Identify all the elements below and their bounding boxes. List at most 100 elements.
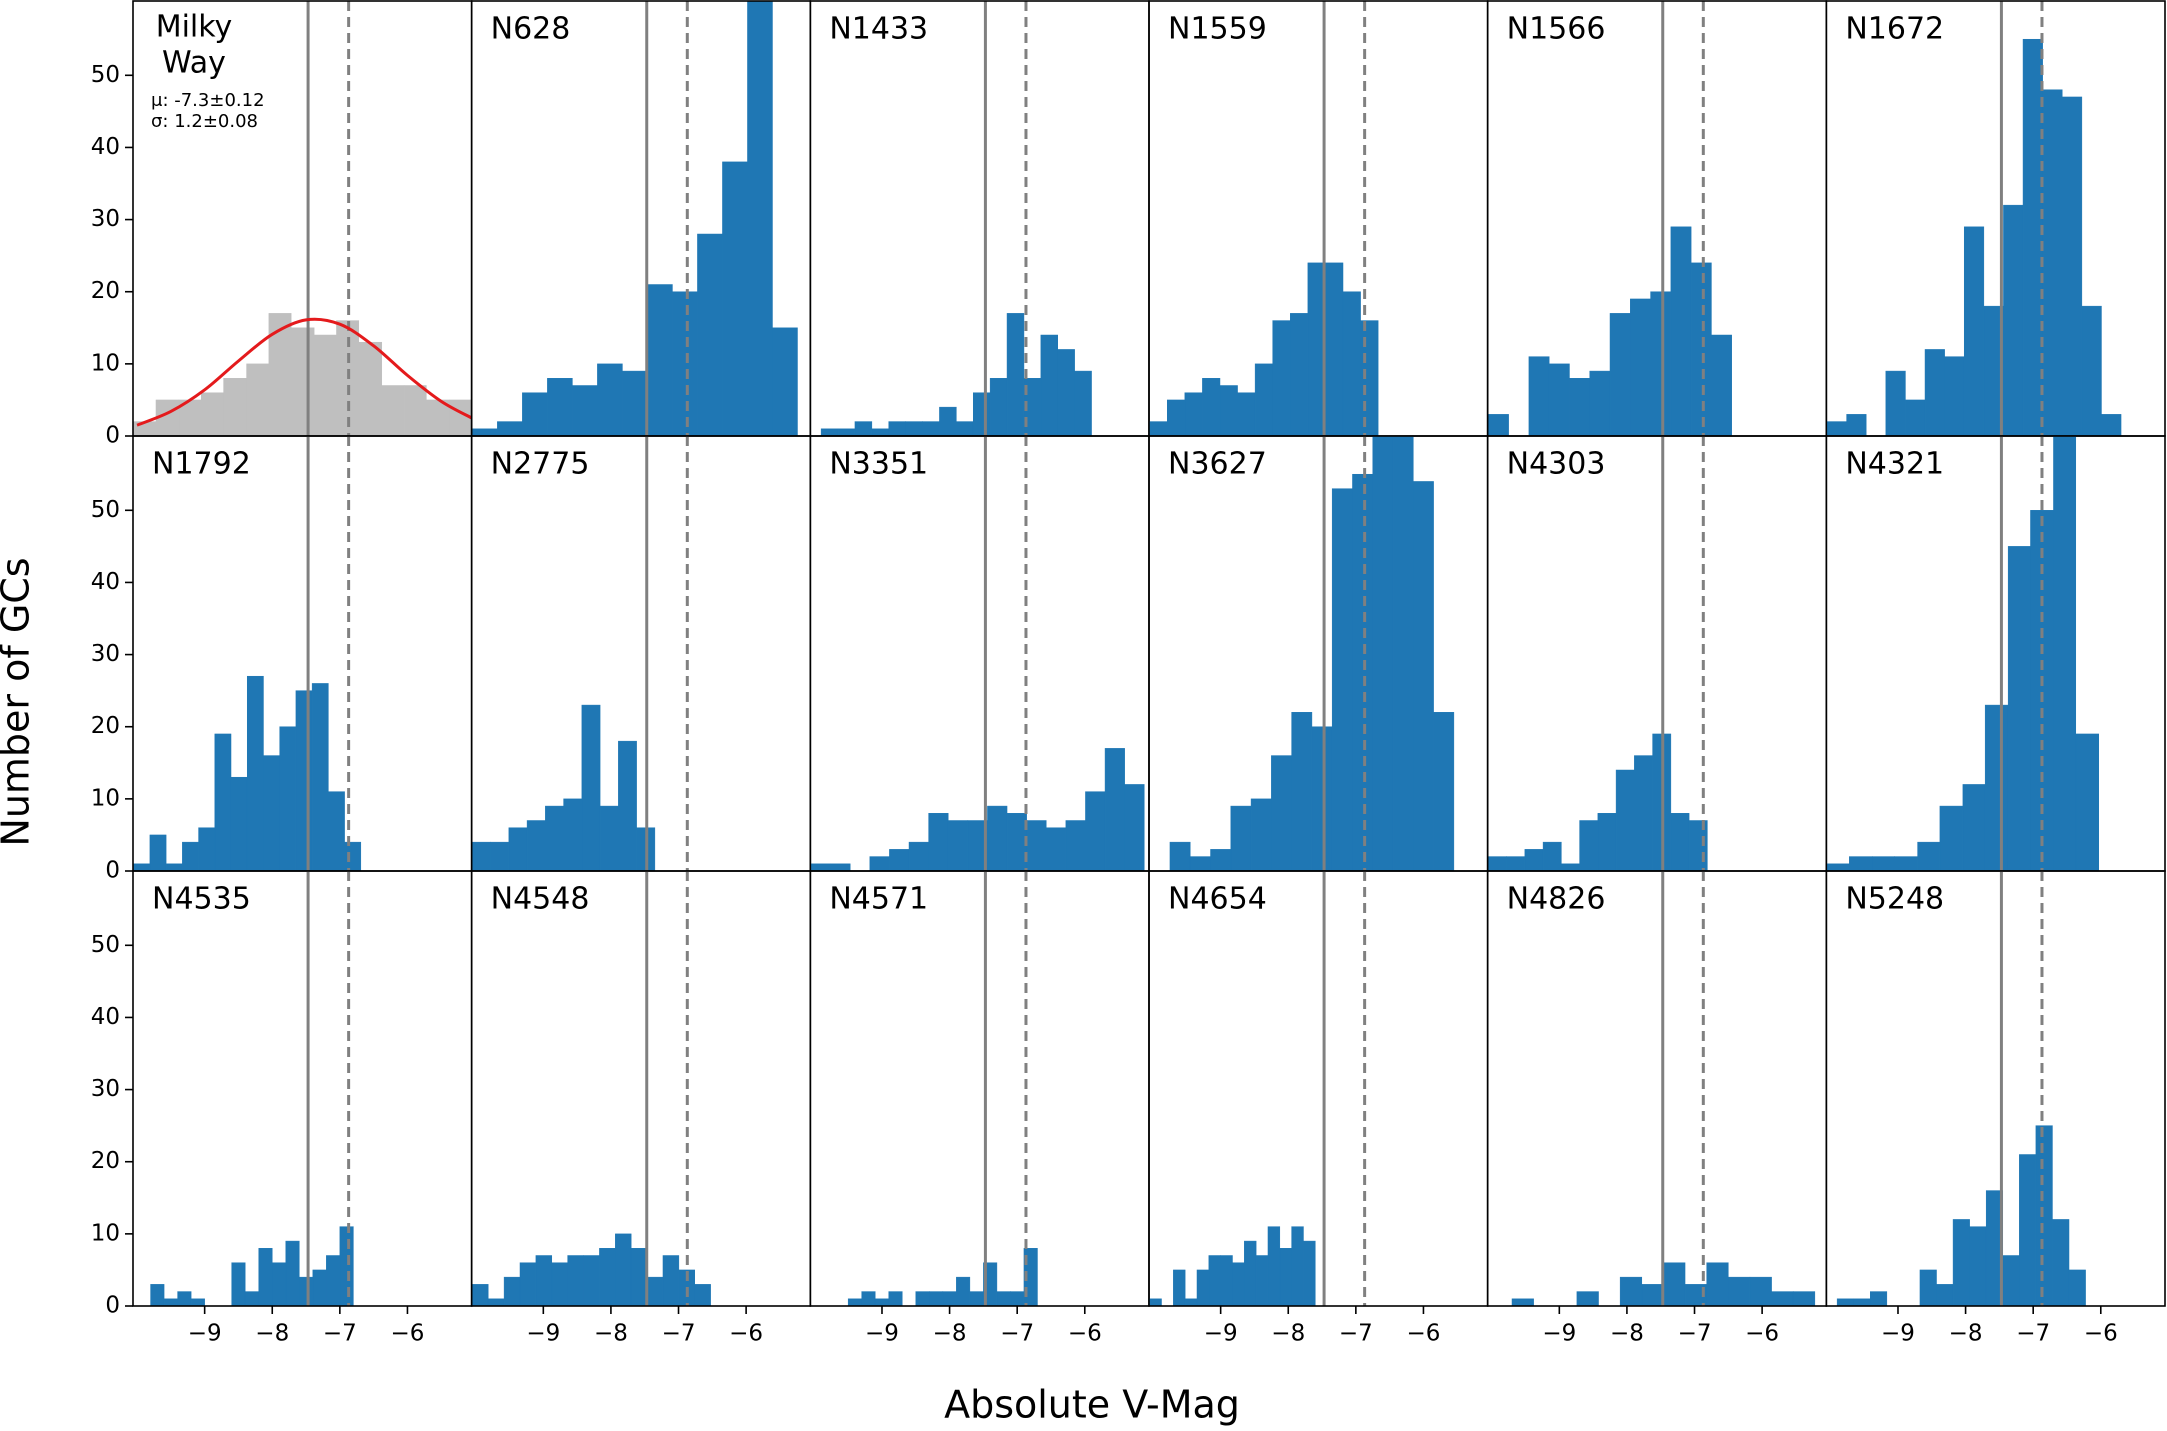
bar [1104,748,1125,871]
y-tick-label: 20 [91,713,120,739]
bar [1836,1298,1854,1306]
bar [1189,856,1211,871]
y-tick-label: 0 [105,423,120,449]
bar [1984,704,2009,871]
bar [1271,755,1292,871]
bar [1219,385,1238,436]
bar [231,1262,246,1306]
bar [1569,378,1590,436]
x-tick-label: −8 [933,1321,967,1347]
bar [1924,349,1945,436]
x-tick-label: −9 [1204,1321,1238,1347]
bar [1524,849,1544,871]
bar [1085,791,1106,871]
bar [1846,414,1867,436]
bar [1352,473,1373,871]
panel-title: N3627 [1168,447,1267,482]
y-tick-label: 50 [91,932,120,958]
bar [285,1240,300,1306]
panel-plot [150,871,354,1306]
bar [956,1276,971,1306]
bar [615,1233,632,1306]
bar [299,1276,314,1306]
bar [1615,769,1635,871]
bar [1167,399,1186,436]
bar [1169,841,1191,871]
bar [182,841,199,871]
panel-plot [810,436,1145,871]
bar [223,378,247,436]
bar [572,385,598,436]
panel-title: N1672 [1845,12,1944,47]
bar [905,421,923,436]
panel-title: Way [162,46,226,81]
x-tick-label: −6 [729,1321,763,1347]
bar [1597,813,1617,871]
bar [344,841,362,871]
x-tick-label: −6 [1068,1321,1102,1347]
bar [810,863,831,871]
bar [1210,849,1232,871]
bar [1173,1269,1186,1306]
panel-plot [1169,436,1455,871]
bar [1870,1291,1888,1306]
bar [1303,1240,1316,1306]
panel-title: N1559 [1168,12,1267,47]
bar [871,428,889,436]
bar [1392,436,1414,871]
bar [2019,1154,2037,1306]
bar [313,334,337,436]
bar [2062,96,2083,436]
bar [1728,1276,1751,1306]
bar [1919,1269,1937,1306]
bar [272,1262,287,1306]
panel-plot [1488,1,1732,436]
panel-plot [472,1,798,436]
bar [697,233,723,436]
bar [1944,356,1965,436]
bar [583,1255,600,1306]
bar [1579,820,1599,871]
bar [874,1298,889,1306]
bar [847,1298,862,1306]
y-tick-label: 40 [91,569,120,595]
x-tick-label: −7 [1000,1321,1034,1347]
panel-title: N1566 [1507,12,1606,47]
bar [201,392,224,436]
bar [1792,1291,1816,1306]
x-tick-label: −8 [255,1321,289,1347]
panel-title: N4321 [1845,447,1944,482]
bar [311,683,329,871]
bar [2003,204,2024,436]
bar [503,1276,521,1306]
bar [1506,856,1526,871]
x-tick-label: −7 [323,1321,357,1347]
panel-plot [1826,1,2122,436]
x-tick-label: −9 [188,1321,222,1347]
x-tick-label: −8 [1271,1321,1305,1347]
bar [1279,1248,1292,1306]
panel-plot [847,871,1038,1306]
bar [1962,784,1986,871]
x-tick-label: −9 [1542,1321,1576,1347]
bar [1826,863,1850,871]
bar [1670,226,1692,436]
panel-plot [472,436,689,871]
x-tick-label: −6 [390,1321,424,1347]
bar [1542,841,1562,871]
bar [1208,1255,1221,1306]
bar [861,1291,876,1306]
panel-plot [1836,871,2086,1306]
bar [597,363,623,436]
x-tick-label: −8 [594,1321,628,1347]
bar [888,1291,903,1306]
x-tick-label: −9 [526,1321,560,1347]
bar [2042,89,2063,436]
bar [1325,262,1344,436]
bar [1291,712,1313,871]
bar [246,363,270,436]
bar [1433,712,1455,871]
bar [1046,827,1067,871]
bar [1074,370,1092,436]
panel-title: N2775 [491,447,590,482]
